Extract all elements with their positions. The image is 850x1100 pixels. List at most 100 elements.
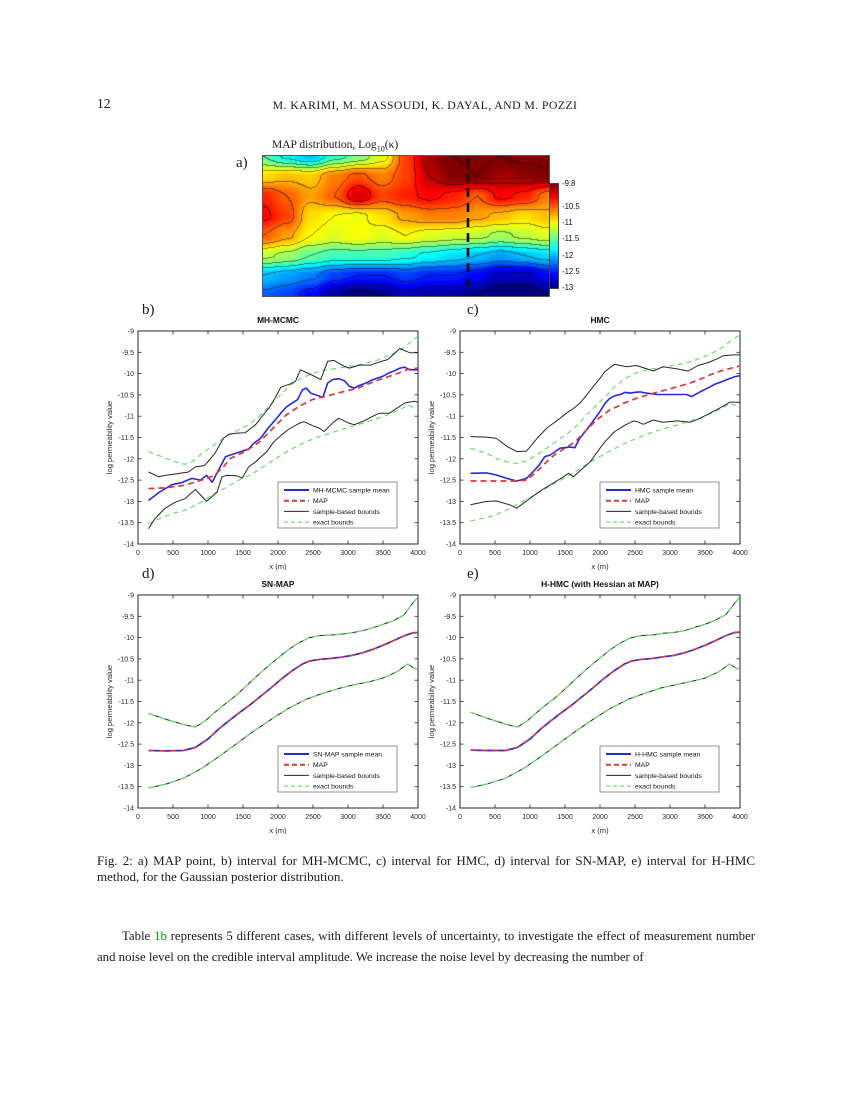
- y-tick-label: -14: [124, 542, 134, 549]
- series-exact-upper-bound: [470, 596, 741, 728]
- y-tick-label: -12: [446, 456, 456, 463]
- y-tick-label: -11.5: [119, 699, 135, 706]
- heatmap-title-subscript: 10: [376, 144, 385, 154]
- series-sample-mean: [470, 374, 741, 482]
- heatmap-canvas: [263, 156, 549, 296]
- colorbar-tick-label: -12.5: [562, 266, 580, 276]
- legend-entry-label: sample-based bounds: [635, 773, 702, 780]
- x-tick-label: 2000: [270, 550, 286, 557]
- heatmap-title-prefix: MAP distribution, Log: [272, 139, 377, 151]
- map-distribution-heatmap: [262, 155, 550, 297]
- x-tick-label: 3500: [697, 814, 713, 821]
- chart-svg: 0 500 1000 1500 2000 2500 3000 3500 4000 -9 -9.5 -1…: [105, 579, 426, 835]
- y-tick-label: -13.5: [118, 784, 134, 791]
- y-tick-label: -9: [128, 593, 134, 600]
- chart-title: MH-MCMC: [257, 315, 299, 325]
- panel-label-e: e): [467, 566, 479, 582]
- y-tick-label: -12.5: [440, 742, 456, 749]
- colorbar: -9.8 -10.5 -11 -11.5 -12 -12.5 -13: [549, 179, 609, 292]
- y-tick-label: -11: [446, 678, 456, 685]
- chart-mh-mcmc: 0 500 1000 1500 2000 2500 3000 3500 4000 -9 -9.5 -1…: [100, 300, 430, 576]
- y-tick-label: -9.5: [122, 350, 134, 357]
- y-tick-label: -12: [124, 720, 134, 727]
- legend-entry-label: MAP: [313, 762, 328, 769]
- y-tick-label: -9.5: [122, 614, 134, 621]
- series-sample-upper-bound: [470, 354, 740, 453]
- legend-entry-label: MH-MCMC sample mean: [313, 487, 390, 494]
- x-tick-label: 4000: [410, 550, 426, 557]
- x-tick-label: 3000: [340, 814, 356, 821]
- series-sample-mean: [470, 631, 741, 752]
- y-tick-label: -13: [124, 499, 134, 506]
- legend-entry-label: MAP: [635, 762, 650, 769]
- x-tick-label: 2500: [305, 814, 321, 821]
- series-sample-upper-bound: [148, 348, 418, 478]
- x-tick-label: 4000: [410, 814, 426, 821]
- y-tick-label: -9.5: [444, 614, 456, 621]
- colorbar-tick-label: -11: [562, 218, 573, 227]
- x-tick-label: 1000: [522, 550, 538, 557]
- y-tick-label: -10.5: [440, 656, 456, 663]
- series-exact-lower-bound: [148, 404, 419, 525]
- series-exact-upper-bound: [470, 333, 741, 465]
- colorbar-canvas: [549, 183, 559, 289]
- y-tick-label: -12.5: [118, 742, 134, 749]
- chart-hmc: 0 500 1000 1500 2000 2500 3000 3500 4000 -9 -9.5 -1…: [422, 300, 752, 576]
- x-tick-label: 1500: [235, 814, 251, 821]
- chart-title: H-HMC (with Hessian at MAP): [541, 579, 659, 589]
- table-1b-link[interactable]: 1b: [154, 929, 167, 943]
- y-tick-label: -11: [124, 678, 134, 685]
- x-tick-label: 3500: [375, 814, 391, 821]
- y-tick-label: -13.5: [118, 520, 134, 527]
- body-text-after: represents 5 different cases, with diffe…: [97, 929, 756, 964]
- chart-sn-map: 0 500 1000 1500 2000 2500 3000 3500 4000 -9 -9.5 -1…: [100, 564, 430, 840]
- x-tick-label: 3000: [662, 814, 678, 821]
- y-tick-label: -11: [124, 414, 134, 421]
- series-exact-upper-bound: [148, 335, 419, 465]
- x-tick-label: 1500: [235, 550, 251, 557]
- x-tick-label: 1500: [557, 550, 573, 557]
- y-tick-label: -9: [450, 329, 456, 336]
- x-tick-label: 4000: [732, 814, 748, 821]
- panel-label-d: d): [142, 566, 155, 582]
- legend-entry-label: MAP: [635, 498, 650, 505]
- y-tick-label: -13.5: [440, 520, 456, 527]
- legend-entry-label: exact bounds: [313, 784, 354, 791]
- y-tick-label: -12: [124, 456, 134, 463]
- chart-svg: 0 500 1000 1500 2000 2500 3000 3500 4000 -9 -9.5 -1…: [427, 579, 748, 835]
- heatmap-title-suffix: (κ): [384, 139, 399, 151]
- y-tick-label: -11.5: [441, 435, 457, 442]
- y-tick-label: -10: [446, 371, 456, 378]
- y-tick-label: -13: [446, 499, 456, 506]
- y-tick-label: -14: [124, 806, 134, 813]
- y-tick-label: -14: [446, 806, 456, 813]
- x-tick-label: 500: [167, 814, 179, 821]
- x-axis-label: x (m): [269, 826, 287, 835]
- y-tick-label: -12.5: [118, 478, 134, 485]
- colorbar-tick-label: -10.5: [562, 201, 580, 211]
- legend-entry-label: HMC sample mean: [635, 487, 693, 494]
- chart-title: HMC: [590, 315, 609, 325]
- panel-label-b: b): [142, 302, 155, 318]
- y-tick-label: -10.5: [118, 392, 134, 399]
- x-tick-label: 0: [458, 550, 462, 557]
- x-tick-label: 4000: [732, 550, 748, 557]
- body-paragraph: Table 1b represents 5 different cases, w…: [97, 926, 755, 968]
- x-tick-label: 1500: [557, 814, 573, 821]
- y-tick-label: -13: [446, 763, 456, 770]
- legend-entry-label: exact bounds: [313, 520, 354, 527]
- panel-label-c: c): [467, 302, 479, 318]
- y-tick-label: -10: [124, 371, 134, 378]
- x-axis-label: x (m): [269, 562, 287, 571]
- y-tick-label: -10: [124, 635, 134, 642]
- x-tick-label: 2500: [627, 550, 643, 557]
- colorbar-tick-label: -11.5: [562, 234, 580, 244]
- chart-h-hmc: 0 500 1000 1500 2000 2500 3000 3500 4000 -9 -9.5 -1…: [422, 564, 752, 840]
- chart-svg: 0 500 1000 1500 2000 2500 3000 3500 4000 -9 -9.5 -1…: [105, 315, 426, 571]
- y-tick-label: -11: [446, 414, 456, 421]
- y-tick-label: -10: [446, 635, 456, 642]
- panel-label-a: a): [236, 155, 248, 171]
- y-tick-label: -12: [446, 720, 456, 727]
- heatmap-title: MAP distribution, Log10(κ): [272, 139, 398, 153]
